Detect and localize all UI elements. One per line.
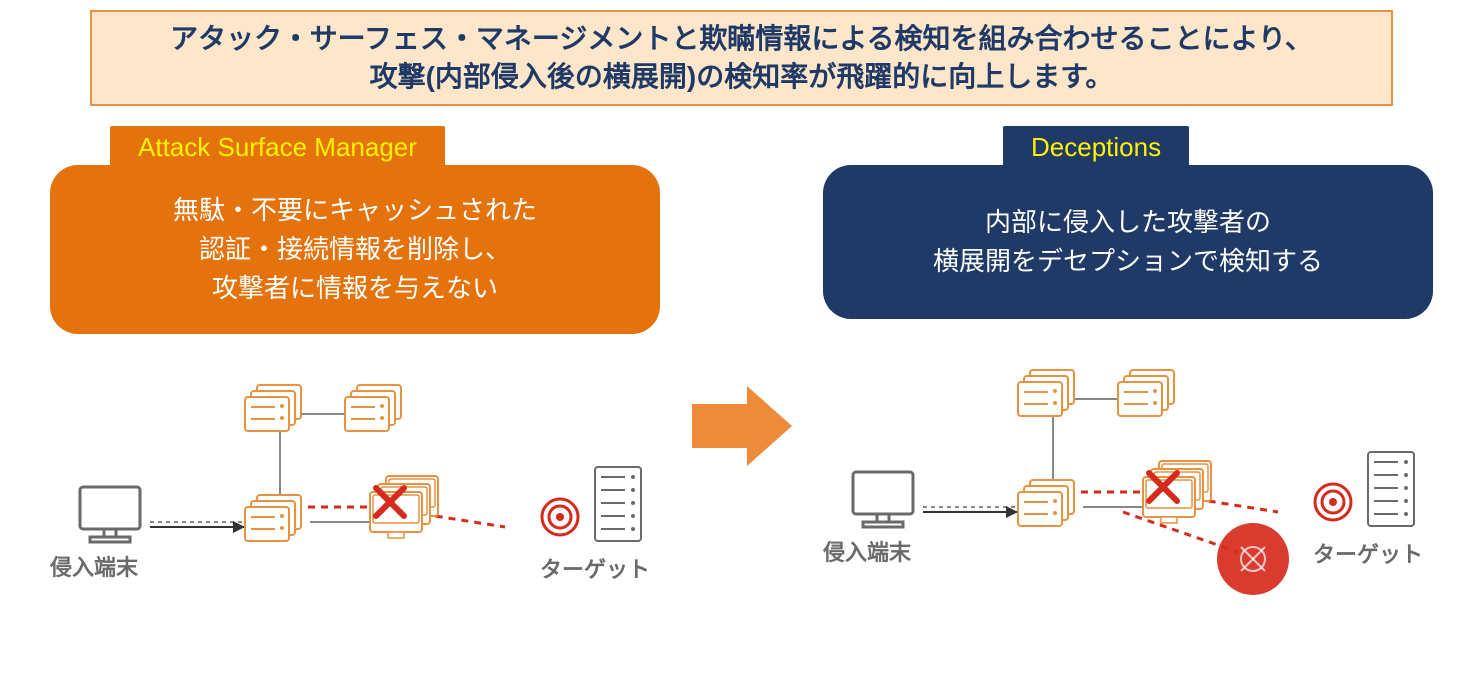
right-card-line2: 横展開をデセプションで検知する [847, 242, 1409, 281]
right-card-line1: 内部に侵入した攻撃者の [847, 203, 1409, 242]
left-tab-label: Attack Surface Manager [138, 132, 417, 162]
headline-banner: アタック・サーフェス・マネージメントと欺瞞情報による検知を組み合わせることにより… [90, 10, 1393, 106]
right-entry-label: 侵入端末 [823, 535, 911, 567]
left-tab: Attack Surface Manager [110, 126, 445, 169]
left-diagram: 侵入端末 ターゲット [50, 352, 660, 612]
left-card-line2: 認証・接続情報を削除し、 [74, 230, 636, 269]
right-diagram: 侵入端末 ターゲット [823, 337, 1433, 597]
flow-arrow-icon [692, 386, 792, 466]
left-card-line3: 攻撃者に情報を与えない [74, 269, 636, 308]
left-target-label: ターゲット [540, 552, 650, 584]
panel-right: Deceptions 内部に侵入した攻撃者の 横展開をデセプションで検知する 侵… [823, 126, 1433, 597]
left-entry-label: 侵入端末 [50, 550, 138, 582]
panel-left: Attack Surface Manager 無駄・不要にキャッシュされた 認証… [50, 126, 660, 612]
panels-row: Attack Surface Manager 無駄・不要にキャッシュされた 認証… [0, 106, 1483, 612]
left-card: 無駄・不要にキャッシュされた 認証・接続情報を削除し、 攻撃者に情報を与えない [50, 165, 660, 334]
right-card: 内部に侵入した攻撃者の 横展開をデセプションで検知する [823, 165, 1433, 319]
headline-line2: 攻撃(内部侵入後の横展開)の検知率が飛躍的に向上します。 [112, 58, 1371, 96]
headline-line1: アタック・サーフェス・マネージメントと欺瞞情報による検知を組み合わせることにより… [112, 20, 1371, 58]
left-card-line1: 無駄・不要にキャッシュされた [74, 191, 636, 230]
right-tab: Deceptions [1003, 126, 1189, 169]
right-tab-label: Deceptions [1031, 132, 1161, 162]
right-target-label: ターゲット [1313, 537, 1423, 569]
